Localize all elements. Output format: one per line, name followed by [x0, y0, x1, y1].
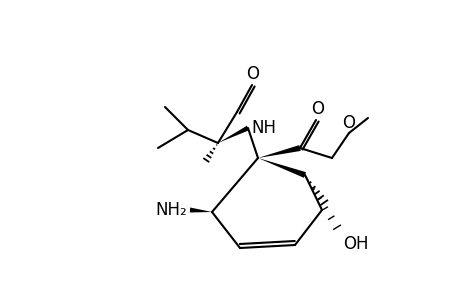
- Text: O: O: [311, 100, 324, 118]
- Polygon shape: [190, 208, 212, 212]
- Text: O: O: [246, 65, 259, 83]
- Text: NH: NH: [251, 119, 275, 137]
- Polygon shape: [218, 126, 249, 143]
- Text: O: O: [342, 114, 355, 132]
- Text: OH: OH: [342, 235, 368, 253]
- Polygon shape: [257, 158, 305, 178]
- Polygon shape: [257, 145, 300, 158]
- Text: NH₂: NH₂: [155, 201, 187, 219]
